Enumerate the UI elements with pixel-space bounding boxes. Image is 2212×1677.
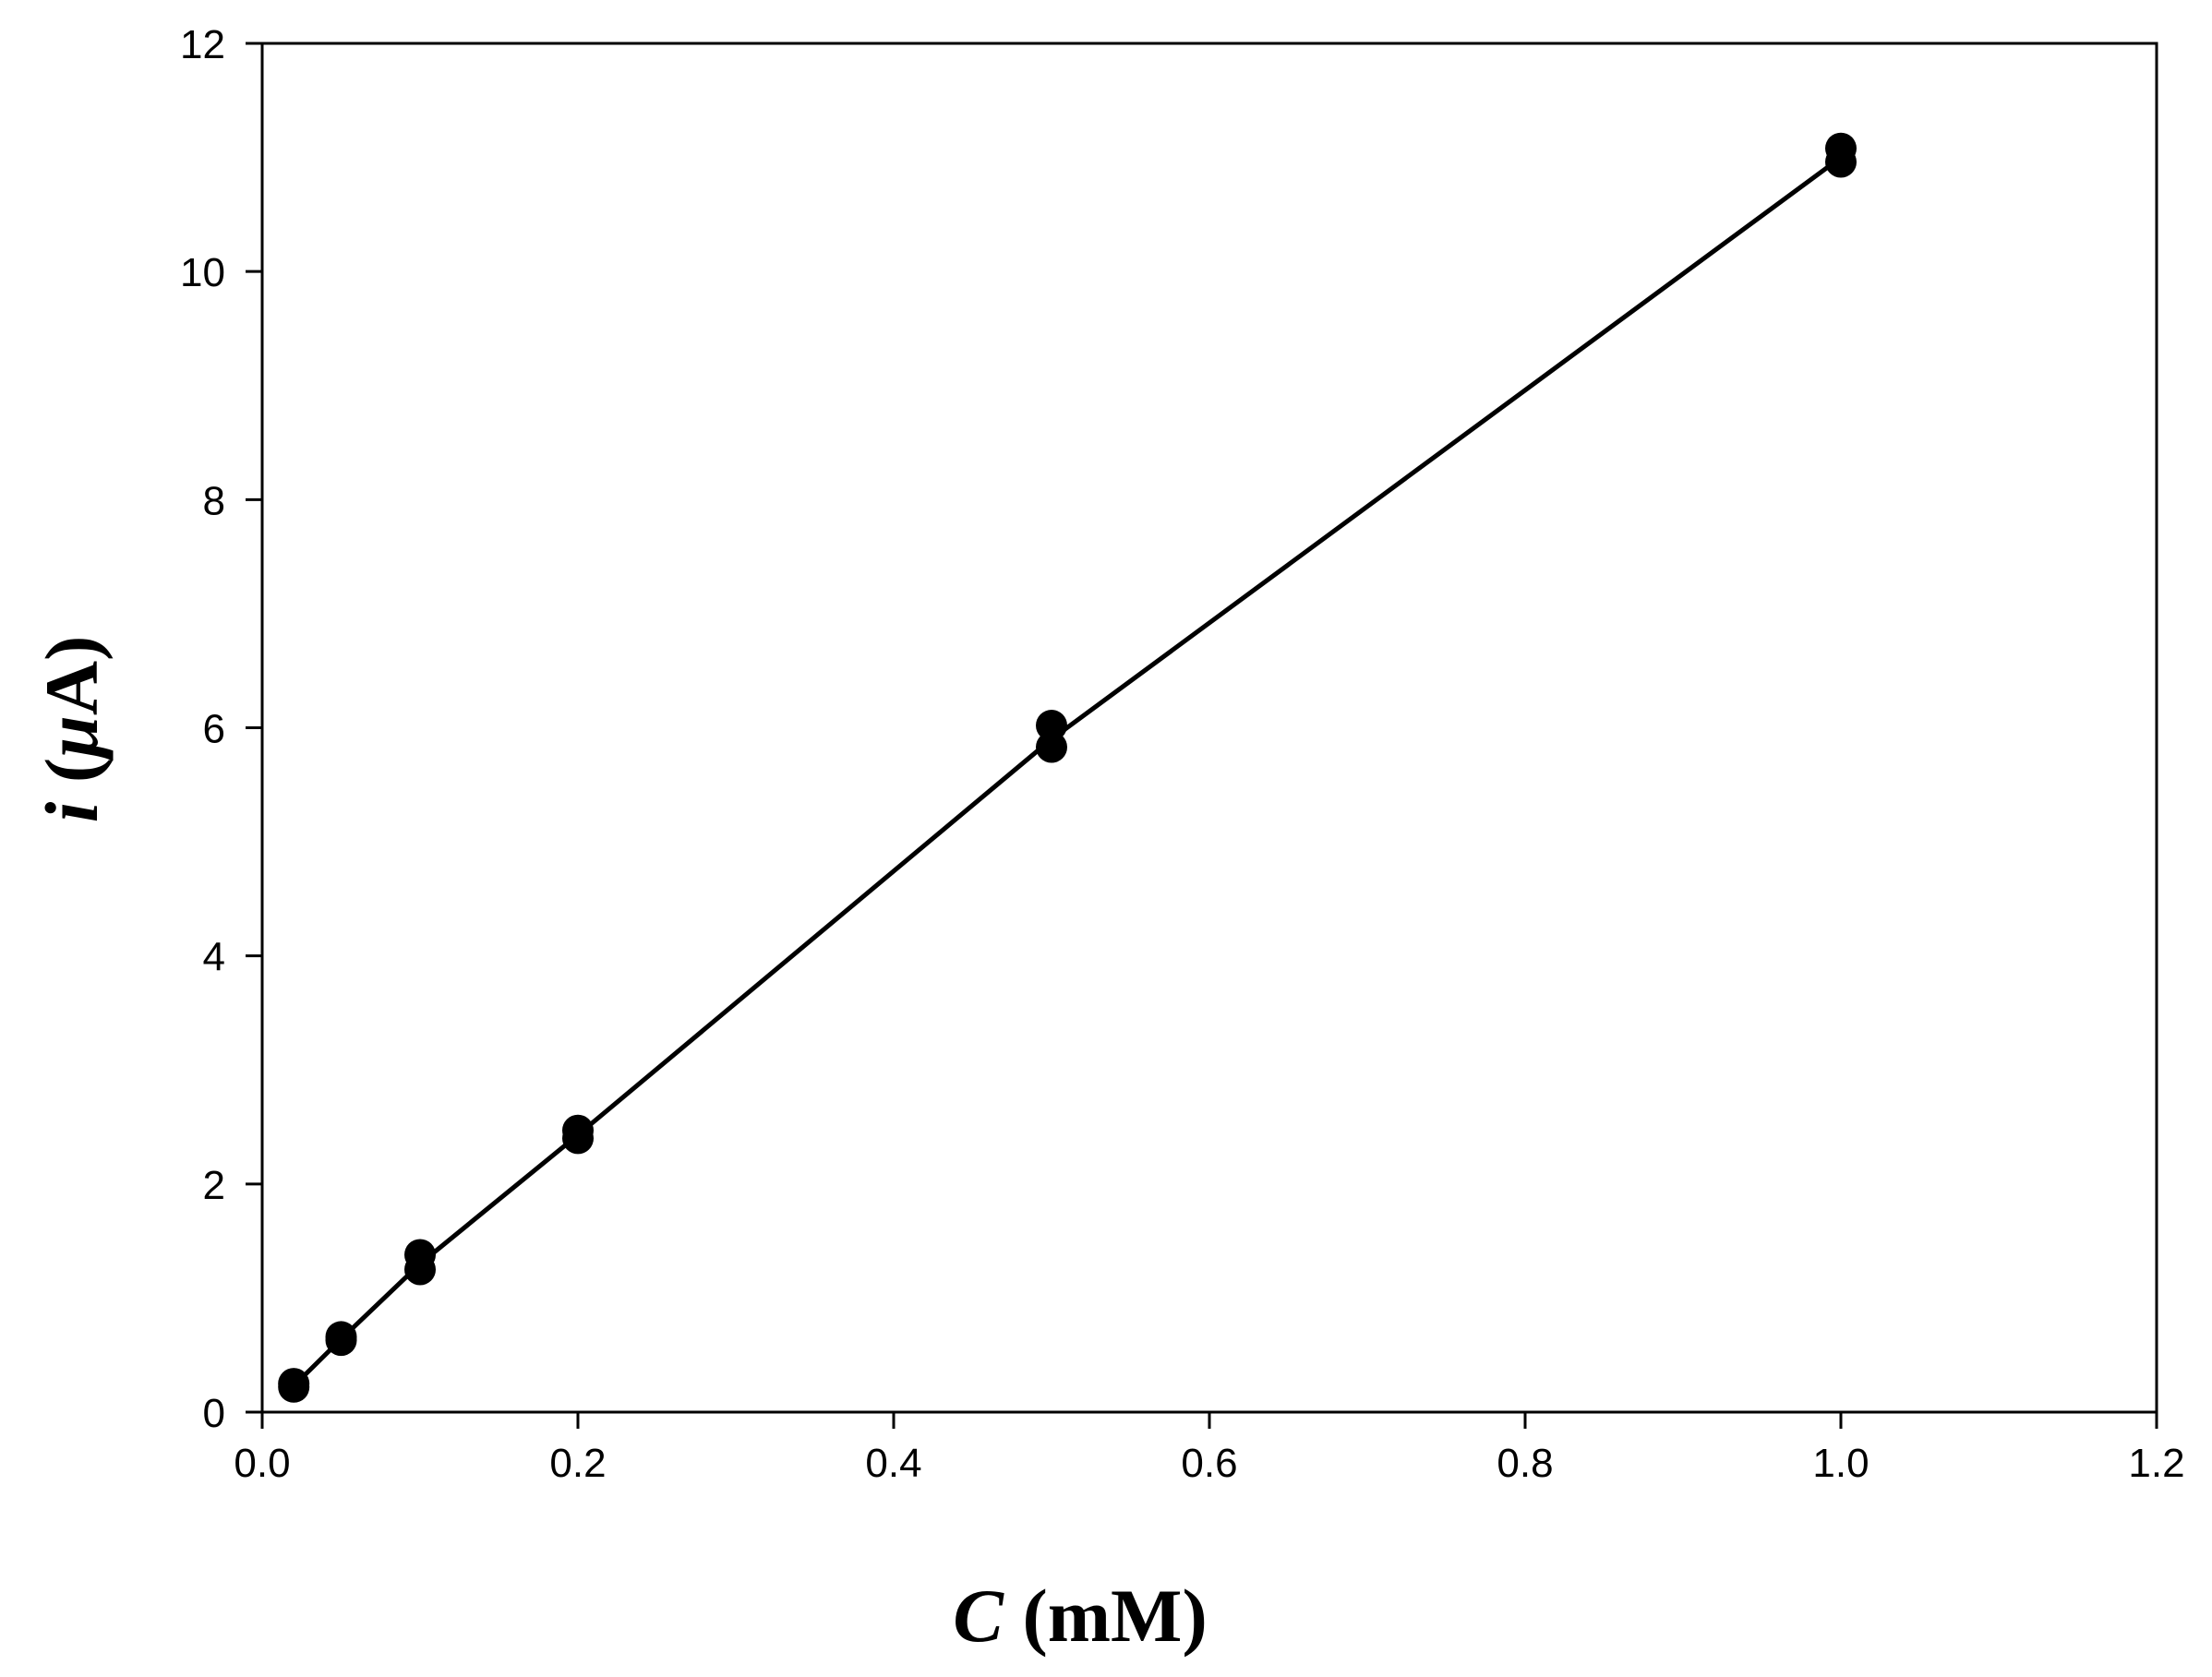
x-axis-title: C (mM) xyxy=(953,1574,1208,1658)
fit-line xyxy=(292,155,1843,1388)
y-tick-label: 6 xyxy=(203,707,225,752)
plot-frame xyxy=(260,42,2158,1414)
y-axis-symbol: i xyxy=(30,801,114,822)
x-tick-label: 0.8 xyxy=(1497,1441,1553,1486)
x-tick-label: 0.0 xyxy=(234,1441,290,1486)
x-axis-symbol: C xyxy=(953,1574,1004,1658)
data-points xyxy=(278,132,1857,1403)
y-axis-unit-open: ( xyxy=(30,758,114,802)
data-point xyxy=(562,1122,594,1155)
x-tick-label: 1.2 xyxy=(2128,1441,2184,1486)
data-point xyxy=(278,1371,310,1403)
y-tick-label: 8 xyxy=(203,478,225,523)
x-tick-label: 0.6 xyxy=(1181,1441,1237,1486)
y-tick-label: 4 xyxy=(203,935,225,980)
x-axis-ticks: 0.0 0.2 0.4 0.6 0.8 1.0 1.2 xyxy=(234,1412,2185,1486)
y-axis-unit-close: A) xyxy=(30,636,114,716)
y-axis-ticks: 0 2 4 6 8 10 12 xyxy=(180,22,262,1436)
data-point xyxy=(325,1324,357,1357)
x-tick-label: 1.0 xyxy=(1812,1441,1869,1486)
data-point xyxy=(1036,710,1067,742)
x-tick-label: 0.2 xyxy=(549,1441,606,1486)
data-point xyxy=(1825,146,1857,178)
y-tick-label: 2 xyxy=(203,1163,225,1208)
x-axis-unit: (mM) xyxy=(1004,1574,1208,1658)
data-point xyxy=(404,1253,436,1286)
x-tick-label: 0.4 xyxy=(865,1441,921,1486)
y-tick-label: 12 xyxy=(180,22,225,67)
y-axis-unit-mu: μ xyxy=(30,715,114,761)
y-tick-label: 0 xyxy=(203,1391,225,1436)
data-point xyxy=(1036,731,1067,763)
y-axis-title: i (μA) xyxy=(30,636,114,823)
y-tick-label: 10 xyxy=(180,250,225,295)
